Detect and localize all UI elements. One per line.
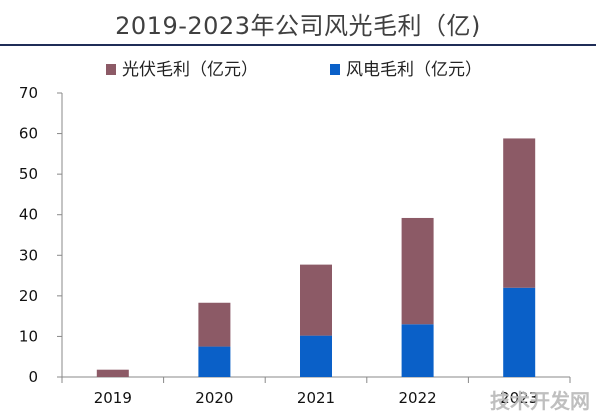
y-tick-label: 10 [19,327,38,345]
axes: 0 10 20 30 40 50 60 70 2019 2020 2021 2022 2023 [19,84,571,407]
x-tick-label: 2023 [500,389,538,407]
solar-bar-2021 [300,264,332,336]
solar-bar-2020 [198,302,231,347]
legend-swatch-solar [106,64,116,75]
solar-bar-2022 [401,217,434,325]
solar-bar-2019 [96,369,129,377]
x-tick-label: 2022 [399,389,437,407]
x-tick-label: 2021 [297,389,335,407]
legend: 光伏毛利（亿元） 风电毛利（亿元） [106,60,482,80]
y-tick-label: 0 [28,368,38,386]
wind-bar-2022 [401,324,434,377]
watermark-text: 技术开发网 [490,389,590,413]
bars [96,138,536,377]
x-tick-label: 2020 [195,389,233,407]
title-divider [0,44,596,46]
y-tick-label: 60 [19,125,38,143]
wind-bar-2021 [300,335,332,377]
wind-bar-2023 [503,287,536,377]
y-tick-label: 30 [19,246,38,264]
legend-label-solar: 光伏毛利（亿元） [122,60,258,80]
wind-bar-2020 [198,346,231,377]
y-tick-label: 40 [19,206,38,224]
y-tick-label: 20 [19,287,38,305]
solar-bar-2023 [503,138,536,288]
y-tick-label: 50 [19,165,38,183]
chart-title: 2019-2023年公司风光毛利（亿) [115,12,481,40]
y-tick-label: 70 [19,84,38,102]
legend-label-wind: 风电毛利（亿元） [346,60,482,80]
x-tick-label: 2019 [94,389,132,407]
legend-swatch-wind [330,64,340,75]
